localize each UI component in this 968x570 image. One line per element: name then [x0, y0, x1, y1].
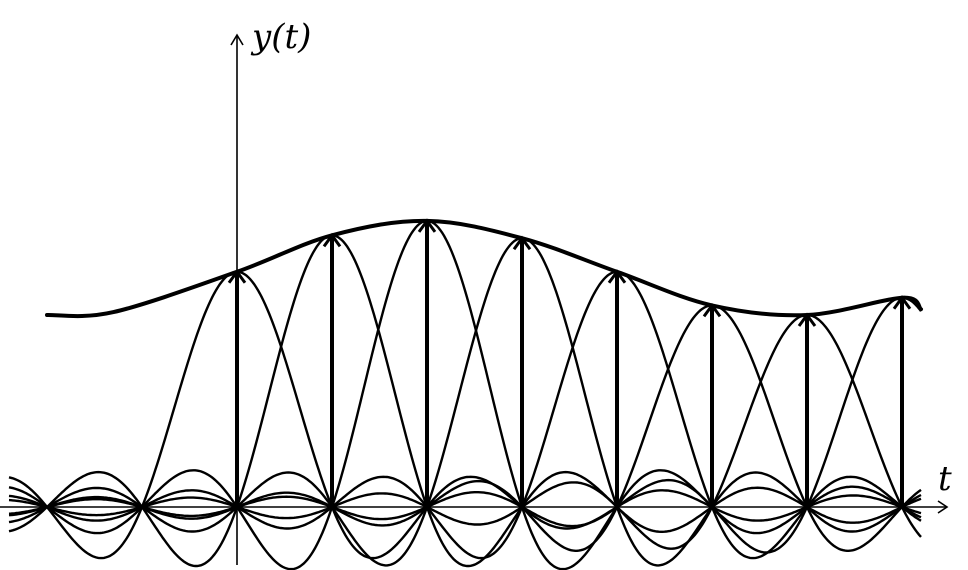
reconstructed-signal-curve: [45, 218, 923, 319]
y-axis-label: y(t): [250, 17, 311, 57]
kernel-curve-7: [8, 296, 922, 554]
sample-arrows: [227, 218, 912, 507]
x-axis-arrow-icon: [937, 500, 949, 514]
kernel-curve-0: [8, 270, 922, 560]
kernel-curve-6: [8, 313, 922, 550]
kernel-curve-1: [8, 234, 922, 568]
kernel-curve-3: [8, 236, 922, 567]
kernel-curve-2: [8, 219, 922, 570]
y-axis-arrow-icon: [230, 33, 244, 46]
kernel-curves: [8, 219, 922, 570]
x-axis-label: t: [938, 459, 952, 499]
kernel-curve-5: [8, 304, 922, 552]
